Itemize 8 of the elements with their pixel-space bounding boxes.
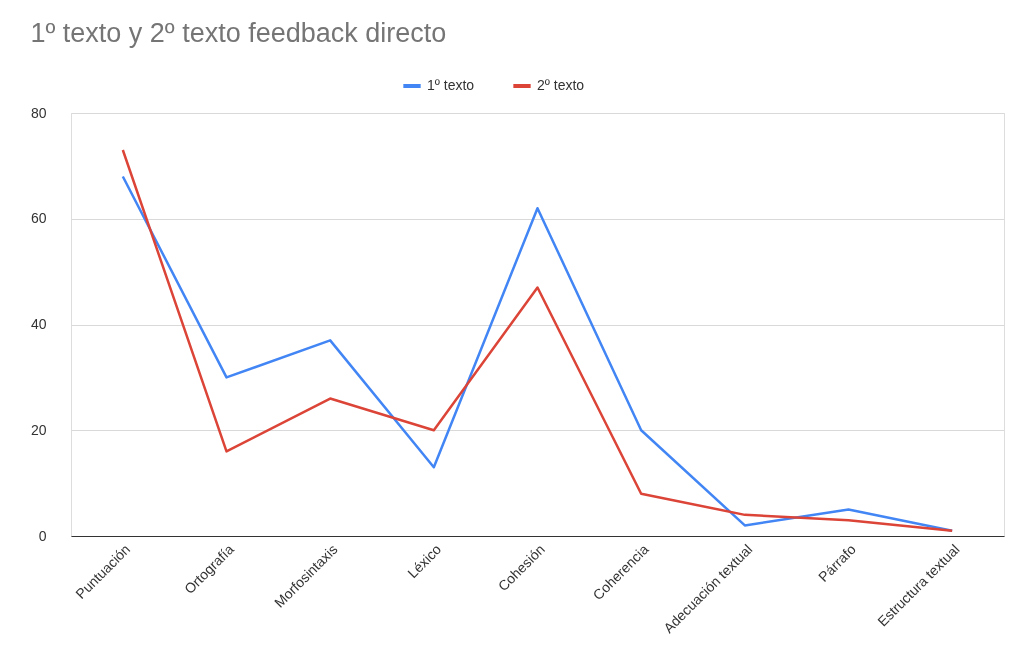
y-tick-label: 0 — [38, 527, 47, 544]
y-tick-label: 20 — [30, 421, 47, 438]
legend-label: 2º texto — [537, 77, 585, 93]
legend-label: 1º texto — [427, 77, 475, 93]
y-tick-label: 40 — [30, 316, 47, 332]
chart-title: 1º texto y 2º texto feedback directo — [30, 18, 447, 48]
y-tick-label: 60 — [30, 210, 47, 227]
y-tick-label: 80 — [30, 104, 47, 121]
